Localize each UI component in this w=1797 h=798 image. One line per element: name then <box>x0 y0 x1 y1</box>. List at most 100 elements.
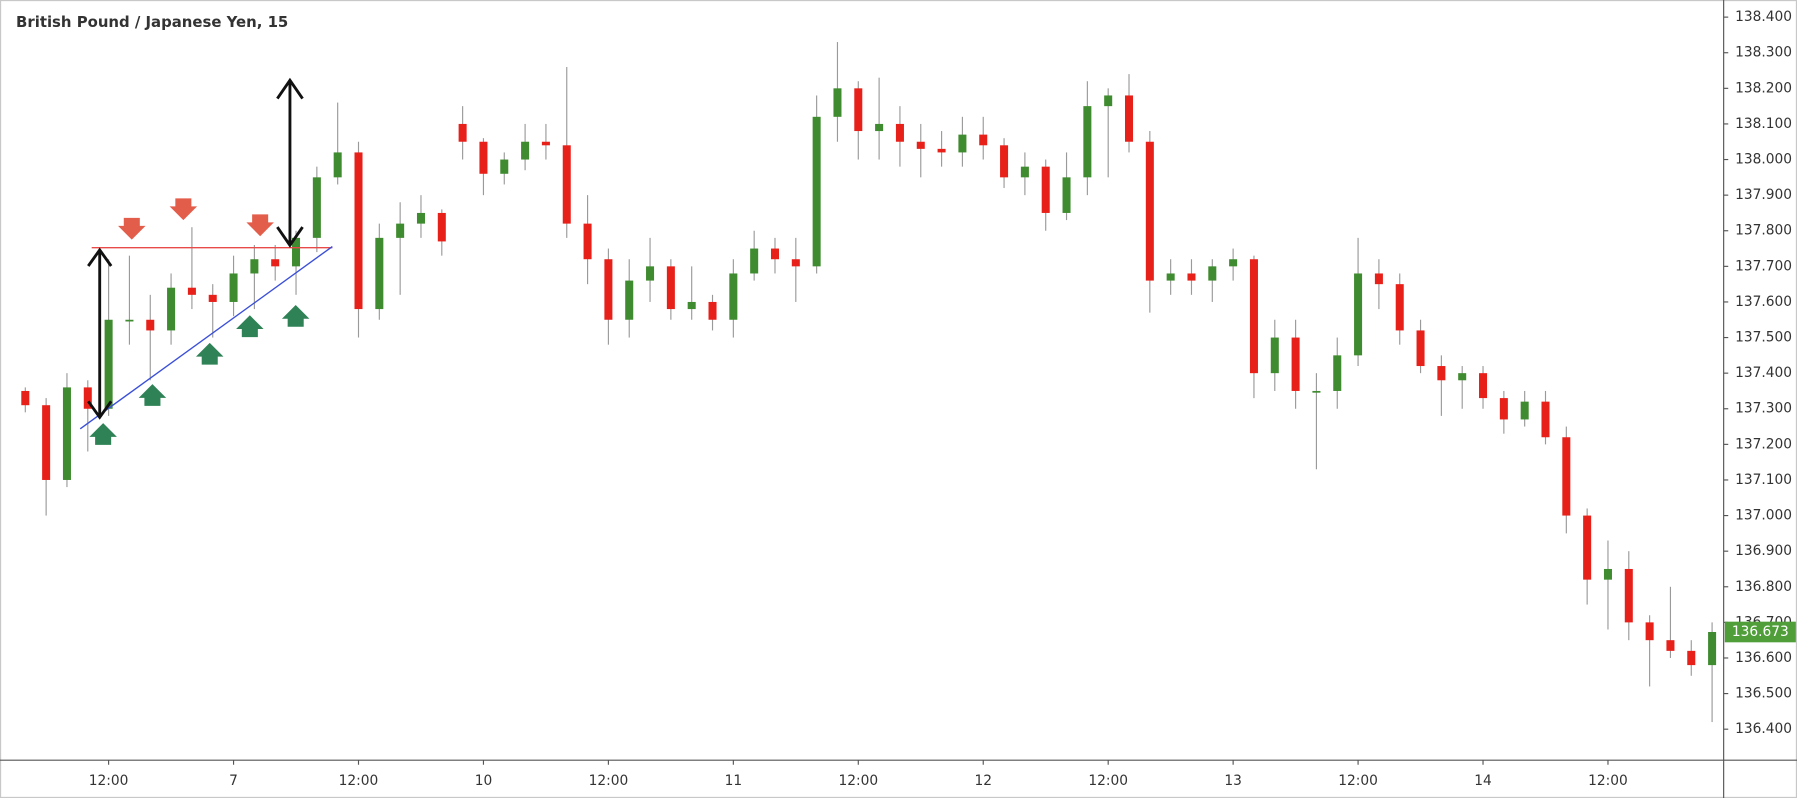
candle-body <box>625 280 634 320</box>
candle-body <box>1083 106 1092 178</box>
candle-body <box>875 123 884 132</box>
last-price-label: 136.673 <box>1732 624 1789 640</box>
candle-body <box>1041 166 1050 213</box>
x-tick-label: 7 <box>229 773 238 789</box>
y-tick-label: 137.900 <box>1735 187 1792 203</box>
candle-body <box>1416 330 1425 367</box>
candle-body <box>375 237 384 310</box>
candle-body <box>1249 259 1258 374</box>
candle-body <box>895 123 904 142</box>
candle-body <box>479 141 488 174</box>
down-marker <box>118 217 146 240</box>
candle-body <box>1000 145 1009 178</box>
x-tick-label: 12:00 <box>1588 773 1628 789</box>
candle-body <box>1395 284 1404 331</box>
y-tick-label: 137.400 <box>1735 365 1792 381</box>
up-marker <box>195 342 224 365</box>
y-tick-label: 138.100 <box>1735 116 1792 132</box>
candle-body <box>354 152 363 310</box>
y-tick-label: 137.800 <box>1735 223 1792 239</box>
candle-body <box>646 266 655 281</box>
candle-body <box>42 405 51 480</box>
candle-body <box>854 88 863 132</box>
y-tick-label: 137.000 <box>1735 508 1792 524</box>
y-tick-label: 138.200 <box>1735 80 1792 96</box>
y-tick-label: 138.000 <box>1735 152 1792 168</box>
y-tick-label: 137.700 <box>1735 258 1792 274</box>
candle-body <box>208 294 217 302</box>
candle-body <box>916 141 925 149</box>
candle-body <box>937 148 946 153</box>
y-tick-label: 137.300 <box>1735 401 1792 417</box>
candle-body <box>104 319 113 409</box>
x-tick-label: 11 <box>725 773 742 789</box>
y-tick-label: 138.400 <box>1735 9 1792 25</box>
x-tick-label: 13 <box>1224 773 1241 789</box>
candle-body <box>1104 95 1113 107</box>
candle-body <box>1020 166 1029 178</box>
y-tick-label: 137.100 <box>1735 472 1792 488</box>
candle-body <box>1291 337 1300 391</box>
y-tick-label: 136.800 <box>1735 579 1792 595</box>
candle-body <box>562 145 571 224</box>
green-markers <box>89 304 310 445</box>
candle-body <box>1520 401 1529 420</box>
candle-body <box>770 248 780 260</box>
x-tick-label: 12:00 <box>89 773 129 789</box>
trend-line <box>79 245 333 430</box>
x-tick-label: 12:00 <box>339 773 379 789</box>
candle-body <box>1479 373 1488 399</box>
candle-body <box>1562 437 1571 516</box>
candle-body <box>271 259 280 267</box>
candle-body <box>62 387 71 480</box>
x-tick-label: 12 <box>974 773 991 789</box>
up-marker <box>89 423 117 445</box>
measure-arrows <box>87 77 304 420</box>
candle-body <box>1166 273 1175 281</box>
candle-body <box>458 123 467 142</box>
y-tick-label: 138.300 <box>1735 45 1792 61</box>
arrow-small <box>87 247 113 420</box>
up-marker <box>281 304 310 327</box>
up-marker <box>236 315 264 338</box>
candle-body <box>1708 631 1717 666</box>
candle-body <box>604 259 613 320</box>
y-tick-label: 136.500 <box>1735 686 1792 702</box>
candle-body <box>21 390 30 406</box>
candle-body <box>250 259 259 274</box>
candle-body <box>708 301 717 320</box>
candle-body <box>292 237 301 267</box>
x-tick-label: 12:00 <box>1088 773 1128 789</box>
last-price-box <box>1724 621 1796 643</box>
candle-body <box>229 273 238 302</box>
y-tick-label: 136.400 <box>1735 721 1792 737</box>
y-tick-label: 136.900 <box>1735 543 1792 559</box>
candle-body <box>125 319 134 322</box>
candle-body <box>541 141 550 146</box>
candle-body <box>1354 273 1363 356</box>
candle-body <box>146 319 155 331</box>
y-tick-label: 137.600 <box>1735 294 1792 310</box>
candle-body <box>1333 355 1342 391</box>
x-tick-label: 14 <box>1474 773 1491 789</box>
candle-body <box>1666 640 1675 651</box>
candle-body <box>333 152 342 178</box>
candle-body <box>791 259 800 267</box>
candle-body <box>1541 401 1550 438</box>
candle-body <box>1687 650 1696 666</box>
candle-body <box>1645 622 1654 641</box>
candle-body <box>833 88 842 117</box>
plot <box>21 42 1717 723</box>
down-marker <box>246 214 274 237</box>
candle-body <box>167 287 176 331</box>
candle-body <box>1603 568 1612 580</box>
candle-body <box>1145 141 1154 281</box>
candle-body <box>750 248 759 274</box>
candle-body <box>1124 95 1134 142</box>
candle-body <box>312 177 321 238</box>
candle-body <box>979 134 988 146</box>
annotations <box>79 77 333 445</box>
